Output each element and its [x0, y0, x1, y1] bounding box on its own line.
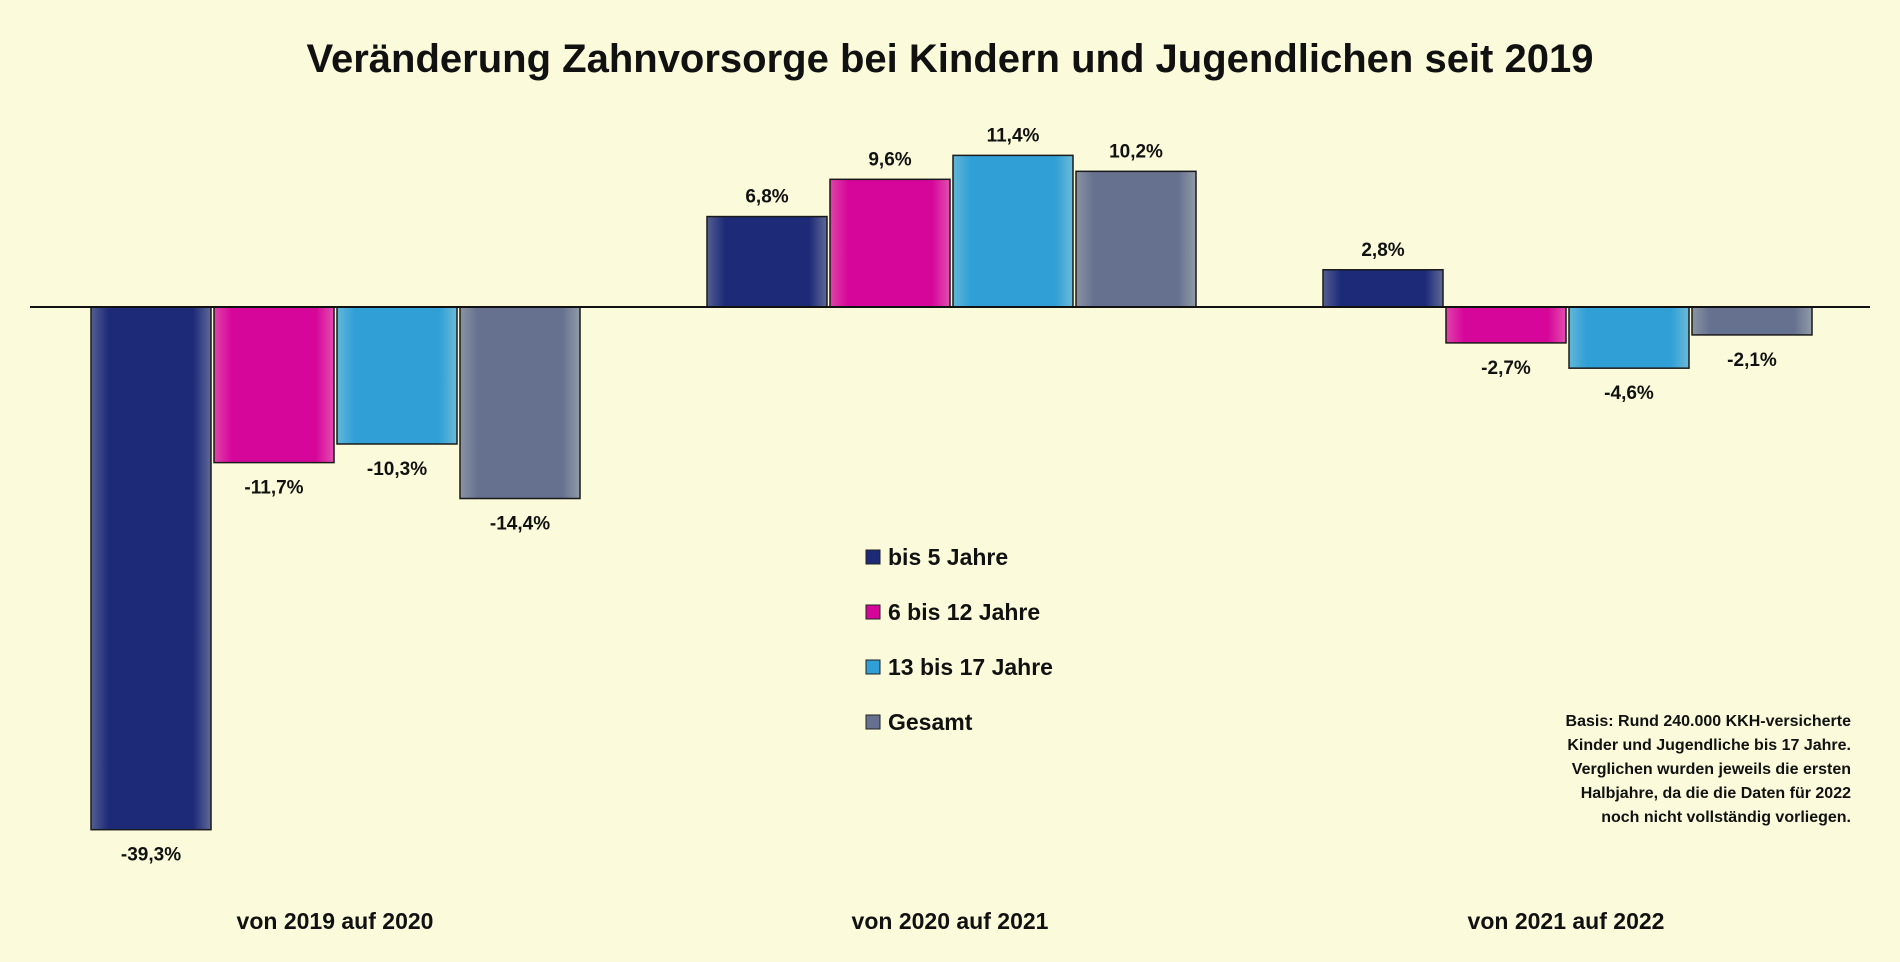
value-label-13-bis-17-jahre-3: -4,6% [1604, 383, 1654, 404]
source-note-line-4: Halbjahre, da die die Daten für 2022 [1581, 785, 1851, 802]
bar-gesamt-2 [1075, 170, 1197, 308]
legend-swatch-bis-5-jahre [865, 549, 881, 565]
bar-bis-5-jahre-3 [1322, 269, 1444, 308]
legend-swatch-13-bis-17-jahre [865, 659, 881, 675]
bar-6-bis-12-jahre-3 [1445, 306, 1567, 344]
value-label-6-bis-12-jahre-1: -11,7% [244, 478, 303, 499]
source-note-line-3: Verglichen wurden jeweils die ersten [1572, 761, 1851, 778]
category-label-3: von 2021 auf 2022 [1468, 908, 1665, 934]
source-note-line-2: Kinder und Jugendliche bis 17 Jahre. [1567, 737, 1851, 754]
value-label-gesamt-3: -2,1% [1727, 350, 1777, 371]
legend-swatch-gesamt [865, 714, 881, 730]
bar-gesamt-1 [459, 306, 581, 500]
chart-title: Veränderung Zahnvorsorge bei Kindern und… [307, 37, 1594, 81]
legend: bis 5 Jahre 6 bis 12 Jahre 13 bis 17 Jahre… [865, 544, 1053, 735]
bar-bis-5-jahre-1 [90, 306, 212, 831]
bar-13-bis-17-jahre-1 [336, 306, 458, 445]
legend-label-gesamt: Gesamt [888, 709, 973, 735]
category-label-2: von 2020 auf 2021 [852, 908, 1049, 934]
bar-6-bis-12-jahre-1 [213, 306, 335, 464]
legend-label-6-bis-12-jahre: 6 bis 12 Jahre [888, 599, 1040, 625]
bar-6-bis-12-jahre-2 [829, 178, 951, 308]
value-label-6-bis-12-jahre-2: 9,6% [868, 149, 911, 170]
value-labels: -39,3% -11,7% -10,3% -14,4% 6,8% 9,6% 11,4% 10,… [121, 125, 1777, 865]
source-note-line-5: noch nicht vollständig vorliegen. [1601, 809, 1851, 826]
legend-swatch-6-bis-12-jahre [865, 604, 881, 620]
category-labels: von 2019 auf 2020 von 2020 auf 2021 von 20… [237, 908, 1665, 934]
bar-13-bis-17-jahre-3 [1568, 306, 1690, 369]
value-label-13-bis-17-jahre-1: -10,3% [367, 459, 427, 480]
category-label-1: von 2019 auf 2020 [237, 908, 434, 934]
value-label-gesamt-2: 10,2% [1109, 141, 1163, 162]
value-label-6-bis-12-jahre-3: -2,7% [1481, 358, 1531, 379]
value-label-bis-5-jahre-1: -39,3% [121, 845, 181, 866]
legend-label-bis-5-jahre: bis 5 Jahre [888, 544, 1008, 570]
bar-gesamt-3 [1691, 306, 1813, 336]
bars [90, 154, 1813, 831]
value-label-bis-5-jahre-2: 6,8% [745, 187, 788, 208]
source-note: Basis: Rund 240.000 KKH-versicherte Kinde… [1566, 713, 1852, 826]
value-label-bis-5-jahre-3: 2,8% [1361, 240, 1404, 261]
legend-label-13-bis-17-jahre: 13 bis 17 Jahre [888, 654, 1053, 680]
value-label-gesamt-1: -14,4% [490, 514, 550, 535]
bar-13-bis-17-jahre-2 [952, 154, 1074, 308]
bar-bis-5-jahre-2 [706, 215, 828, 308]
source-note-line-1: Basis: Rund 240.000 KKH-versicherte [1566, 713, 1852, 730]
value-label-13-bis-17-jahre-2: 11,4% [987, 125, 1040, 146]
